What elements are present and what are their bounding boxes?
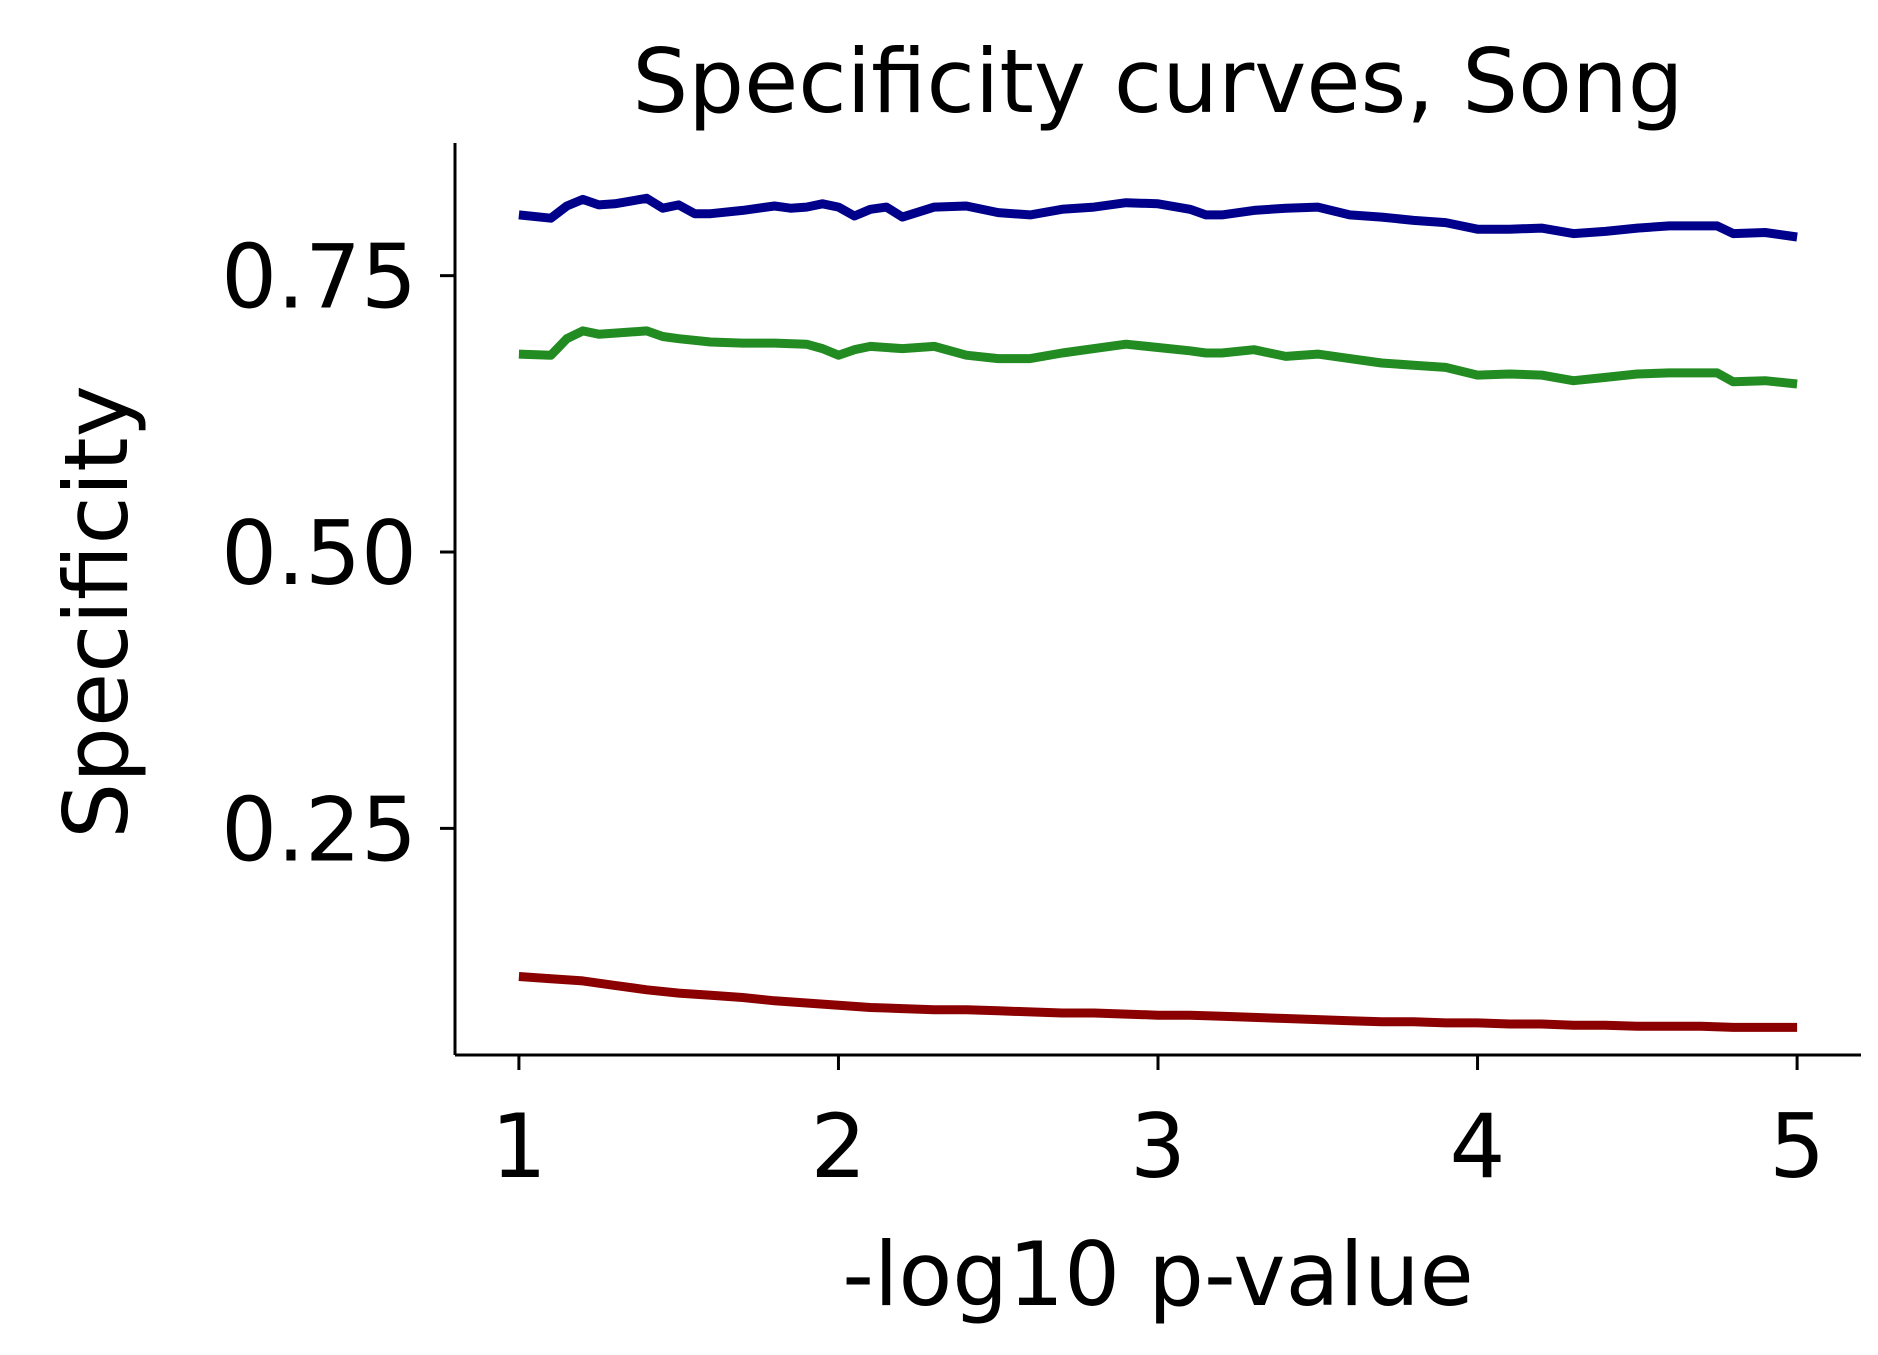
y-tick-label: 0.25	[221, 778, 417, 881]
x-tick-label: 4	[1450, 1095, 1506, 1198]
y-tick-label: 0.50	[221, 502, 417, 605]
y-ticks: 0.25 0.50 0.75	[221, 226, 455, 881]
x-tick-label: 1	[491, 1095, 547, 1198]
chart-title: Specificity curves, Song	[632, 30, 1683, 133]
x-tick-label: 3	[1130, 1095, 1186, 1198]
y-axis-title: Specificity	[45, 385, 148, 839]
series-line-2	[518, 972, 1798, 1032]
series-line-0	[518, 193, 1798, 242]
x-tick-label: 2	[810, 1095, 866, 1198]
x-ticks: 1 2 3 4 5	[491, 1055, 1825, 1198]
x-axis-title: -log10 p-value	[842, 1223, 1473, 1326]
series-lines	[518, 193, 1798, 1032]
y-tick-label: 0.75	[221, 226, 417, 329]
series-line-1	[518, 326, 1798, 389]
x-tick-label: 5	[1769, 1095, 1825, 1198]
